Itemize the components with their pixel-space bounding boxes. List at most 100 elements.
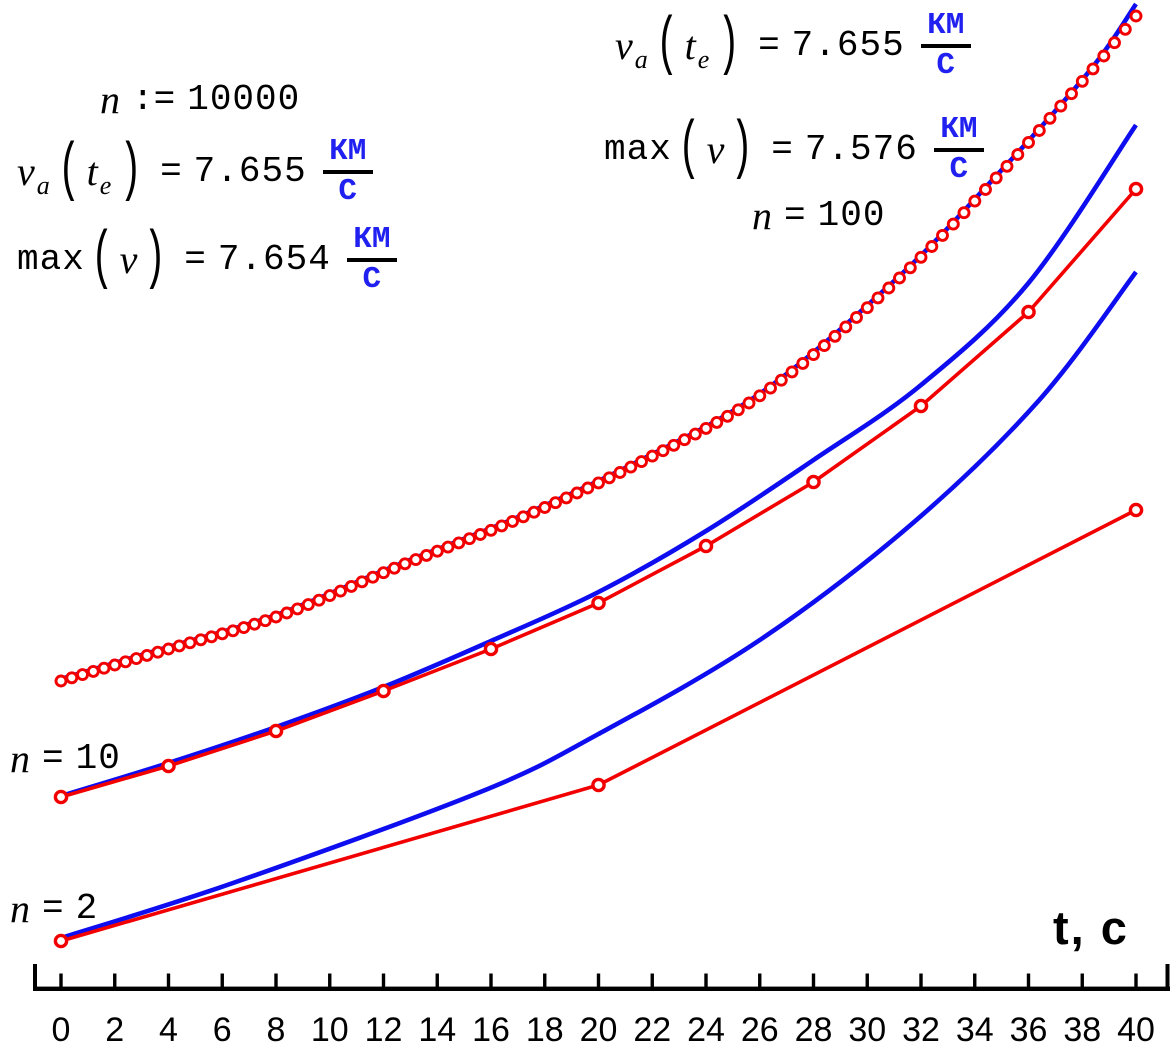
data-point-marker <box>140 648 154 662</box>
data-point-marker <box>656 444 670 458</box>
data-point-marker <box>377 566 390 580</box>
x-tick-label: 32 <box>902 1011 940 1049</box>
data-point-marker <box>387 561 401 575</box>
x-tick-label: 18 <box>526 1011 564 1049</box>
n-value: 10 <box>75 738 121 779</box>
x-axis-end-tick <box>33 964 37 988</box>
data-point-marker <box>882 281 896 295</box>
data-point-marker <box>452 536 466 550</box>
x-axis-line <box>33 986 1170 991</box>
data-point-marker <box>1065 87 1078 101</box>
x-tick-label: 16 <box>472 1011 510 1049</box>
x-axis-tick <box>811 973 816 988</box>
data-point-marker <box>226 624 240 638</box>
data-point-marker <box>731 403 745 417</box>
data-point-marker <box>796 356 810 370</box>
x-tick-label: 20 <box>580 1011 618 1049</box>
equals-sign: = <box>758 25 780 66</box>
var-v: v <box>706 127 725 172</box>
equals-sign: = <box>184 239 206 280</box>
data-point-marker <box>1118 22 1132 36</box>
data-point-marker <box>559 491 573 505</box>
x-axis-tick <box>220 973 224 988</box>
x-axis-tick <box>59 973 63 988</box>
data-point-marker <box>570 486 584 500</box>
open-paren: ( <box>677 112 701 187</box>
unit-fraction-km-s: КМ С <box>322 136 373 208</box>
data-point-marker <box>473 528 487 541</box>
data-point-marker <box>129 652 143 666</box>
data-point-marker <box>581 481 595 495</box>
var-n: n <box>10 736 30 781</box>
data-point-marker <box>699 421 713 435</box>
data-point-marker <box>1097 49 1111 63</box>
x-tick-label: 28 <box>795 1011 833 1049</box>
x-tick-label: 26 <box>741 1011 779 1049</box>
x-axis-tick <box>166 973 171 988</box>
x-tick-label: 14 <box>418 1011 456 1049</box>
data-point-marker <box>97 661 111 675</box>
var-n: n <box>100 77 120 122</box>
data-point-marker <box>785 365 799 379</box>
annotation-max-right: max ( v ) = 7.576 КМ С <box>604 112 984 188</box>
assign-operator: := <box>132 79 176 120</box>
data-point-marker <box>710 415 724 429</box>
data-point-marker <box>591 595 606 611</box>
unit-fraction-km-s: КМ С <box>933 114 984 186</box>
subscript-a: a <box>36 171 50 200</box>
fraction-bar <box>920 44 971 48</box>
unit-denominator: С <box>936 48 955 83</box>
x-tick-label: 30 <box>848 1011 886 1049</box>
x-axis-title: t, c <box>1053 901 1129 954</box>
data-point-marker <box>602 471 616 485</box>
data-point-marker <box>366 570 380 584</box>
x-tick-label: 8 <box>267 1011 286 1049</box>
n-value: 10000 <box>187 79 301 120</box>
x-axis-tick <box>543 973 547 988</box>
annotation-max-left: max ( v ) = 7.654 КМ С <box>17 222 397 298</box>
data-point-marker <box>645 449 659 463</box>
data-point-marker <box>258 614 272 628</box>
close-paren: ) <box>717 8 741 83</box>
x-axis-tick <box>1080 973 1084 988</box>
data-point-marker <box>1075 74 1089 88</box>
close-paren: ) <box>730 112 754 187</box>
var-v: v <box>615 23 633 68</box>
annotation-n-100: n = 100 <box>752 194 885 238</box>
data-point-marker <box>549 496 562 510</box>
data-point-marker <box>913 398 929 414</box>
curve-n-2-numerical-euler- <box>53 502 1144 949</box>
data-point-marker <box>871 291 885 305</box>
n-value: 2 <box>75 888 99 929</box>
x-axis-tick <box>274 973 278 988</box>
subscript-a: a <box>634 45 648 74</box>
annotation-n-assign: n := 10000 <box>100 78 300 122</box>
data-point-marker <box>194 633 208 647</box>
data-point-marker <box>376 683 391 699</box>
x-axis-tick <box>758 973 762 988</box>
fraction-bar <box>346 258 397 262</box>
data-point-marker <box>1043 111 1057 125</box>
data-point-marker <box>828 329 842 343</box>
data-point-marker <box>903 261 917 275</box>
x-tick-label: 4 <box>159 1011 178 1049</box>
data-point-marker <box>172 639 186 653</box>
data-point-marker <box>850 310 863 324</box>
data-point-marker <box>591 777 606 793</box>
data-point-marker <box>215 627 229 641</box>
data-point-marker <box>839 320 853 334</box>
curve-n-2-analytic <box>60 270 1138 941</box>
data-point-marker <box>1128 502 1144 518</box>
data-point-marker <box>635 455 648 469</box>
x-axis-tick <box>489 973 493 988</box>
x-axis-tick <box>1026 973 1031 988</box>
var-n: n <box>752 193 772 238</box>
data-point-marker <box>344 579 358 593</box>
data-point-marker <box>721 409 734 423</box>
open-paren: ( <box>655 8 679 83</box>
data-point-marker <box>538 501 552 514</box>
data-point-marker <box>312 593 326 607</box>
data-point-marker <box>151 645 165 659</box>
data-point-marker <box>162 642 175 656</box>
